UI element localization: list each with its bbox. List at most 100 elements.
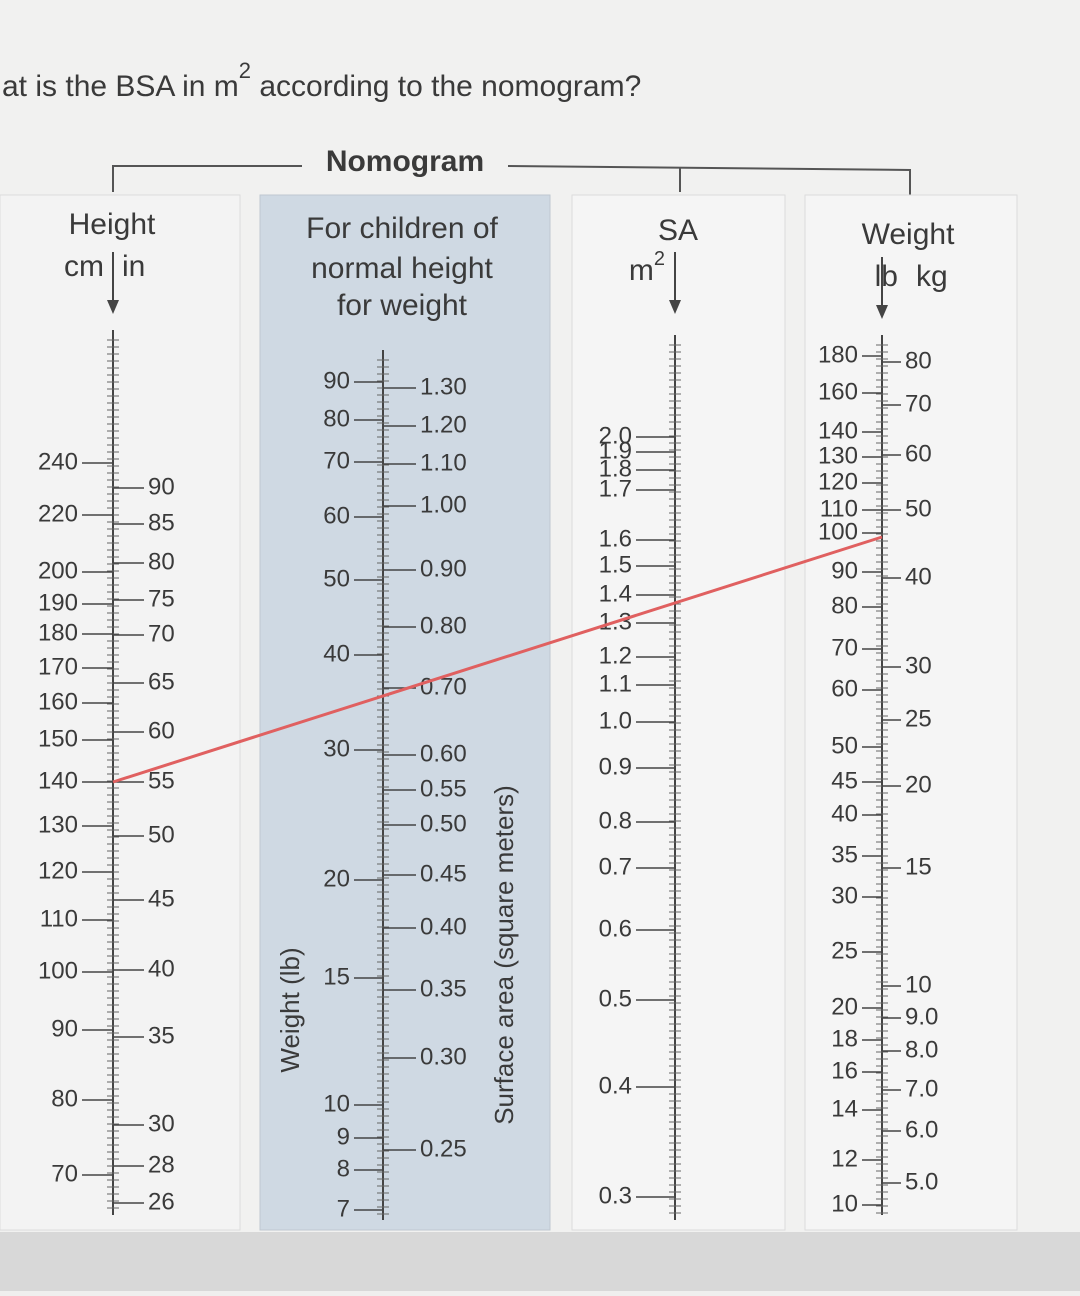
taskbar <box>0 1232 1080 1291</box>
scale-label: 220 <box>38 500 78 527</box>
scale-label: 30 <box>831 882 858 909</box>
scale-label: 140 <box>38 767 78 794</box>
scale-label: 1.1 <box>599 670 632 697</box>
scale-label: 85 <box>148 509 175 536</box>
question-sup: 2 <box>239 58 251 83</box>
scale-label: 30 <box>323 735 350 762</box>
scale-label: 80 <box>831 592 858 619</box>
scale-label: 100 <box>38 957 78 984</box>
scale-label: 14 <box>831 1095 858 1122</box>
header: For children of <box>306 212 498 245</box>
scale-label: 16 <box>831 1057 858 1084</box>
scale-label: 1.0 <box>599 707 632 734</box>
scale-label: 45 <box>831 767 858 794</box>
scale-label: 0.7 <box>599 853 632 880</box>
scale-label: 1.5 <box>599 551 632 578</box>
scale-label: 90 <box>148 473 175 500</box>
header: Height <box>69 208 156 241</box>
scale-label: 40 <box>905 563 932 590</box>
scale-label: 0.9 <box>599 753 632 780</box>
scale-label: 65 <box>148 668 175 695</box>
scale-label: 35 <box>148 1022 175 1049</box>
scale-label: 8 <box>337 1155 350 1182</box>
scale-label: 110 <box>40 905 78 932</box>
panel <box>0 194 241 1231</box>
scale-label: 0.40 <box>420 913 467 940</box>
scale-label: 0.25 <box>420 1135 467 1162</box>
scale-label: 70 <box>831 634 858 661</box>
scale-label: 1.00 <box>420 491 467 518</box>
scale-label: 0.30 <box>420 1043 467 1070</box>
scale-label: 0.90 <box>420 555 467 582</box>
scale-label: 0.50 <box>420 810 467 837</box>
unit: in <box>122 250 145 283</box>
scale-label: 60 <box>905 440 932 467</box>
scale-label: 10 <box>323 1090 350 1117</box>
axis-label: Weight (lb) <box>275 947 305 1072</box>
scale-label: 80 <box>905 347 932 374</box>
arrow <box>107 300 119 314</box>
scale-label: 0.3 <box>599 1182 632 1209</box>
scale-label: 180 <box>818 341 858 368</box>
scale-label: 130 <box>38 811 78 838</box>
scale-label: 5.0 <box>905 1168 938 1195</box>
scale-label: 80 <box>323 405 350 432</box>
panel <box>804 194 1018 1231</box>
scale-label: 10 <box>831 1190 858 1217</box>
scale-label: 70 <box>905 390 932 417</box>
scale-label: 50 <box>148 821 175 848</box>
scale-label: 40 <box>148 955 175 982</box>
question-text: according to the nomogram? <box>251 70 641 103</box>
scales: 2402202001901801701601501401301201101009… <box>38 252 938 1222</box>
unit: m2 <box>629 248 665 287</box>
scale-label: 90 <box>831 557 858 584</box>
scale-label: 60 <box>148 717 175 744</box>
scale-label: 80 <box>51 1085 78 1112</box>
arrow <box>669 300 681 314</box>
question-text: at is the BSA in m <box>2 70 239 103</box>
scale-label: 0.6 <box>599 915 632 942</box>
scale-label: 0.5 <box>599 985 632 1012</box>
scale-label: 60 <box>831 675 858 702</box>
scale-label: 28 <box>148 1151 175 1178</box>
scale-label: 70 <box>323 447 350 474</box>
scale-label: 0.35 <box>420 975 467 1002</box>
scale-label: 1.20 <box>420 411 467 438</box>
header: Weight <box>862 218 955 251</box>
scale-label: 180 <box>38 619 78 646</box>
scale-label: 1.9 <box>599 437 632 464</box>
scale-label: 15 <box>323 963 350 990</box>
scale-label: 240 <box>38 448 78 475</box>
bracket-line <box>112 165 302 192</box>
scale-label: 90 <box>51 1015 78 1042</box>
scale-label: 2.0 <box>599 422 632 449</box>
scale-label: 15 <box>905 853 932 880</box>
scale-label: 6.0 <box>905 1116 938 1143</box>
arrow <box>876 305 888 319</box>
scale-label: 50 <box>905 495 932 522</box>
scale-label: 50 <box>323 565 350 592</box>
panel <box>571 194 786 1231</box>
scale-label: 9.0 <box>905 1003 938 1030</box>
scale-label: 100 <box>818 518 858 545</box>
scale-label: 200 <box>38 557 78 584</box>
question: at is the BSA in m2 according to the nom… <box>2 58 641 103</box>
unit: cm <box>64 250 104 283</box>
unit-sup: 2 <box>654 248 665 270</box>
scale-label: 70 <box>51 1160 78 1187</box>
scale-label: 190 <box>38 589 78 616</box>
scale-label: 55 <box>148 767 175 794</box>
scale-label: 1.8 <box>599 455 632 482</box>
scale-label: 50 <box>831 732 858 759</box>
scale-label: 7 <box>337 1195 350 1222</box>
scale-label: 60 <box>323 502 350 529</box>
scale-label: 160 <box>818 378 858 405</box>
scale-label: 0.80 <box>420 612 467 639</box>
scale-label: 75 <box>148 585 175 612</box>
scale-label: 30 <box>905 652 932 679</box>
scale-label: 20 <box>831 993 858 1020</box>
scale-label: 1.7 <box>599 475 632 502</box>
scale-label: 70 <box>148 620 175 647</box>
scale-label: 10 <box>905 971 932 998</box>
